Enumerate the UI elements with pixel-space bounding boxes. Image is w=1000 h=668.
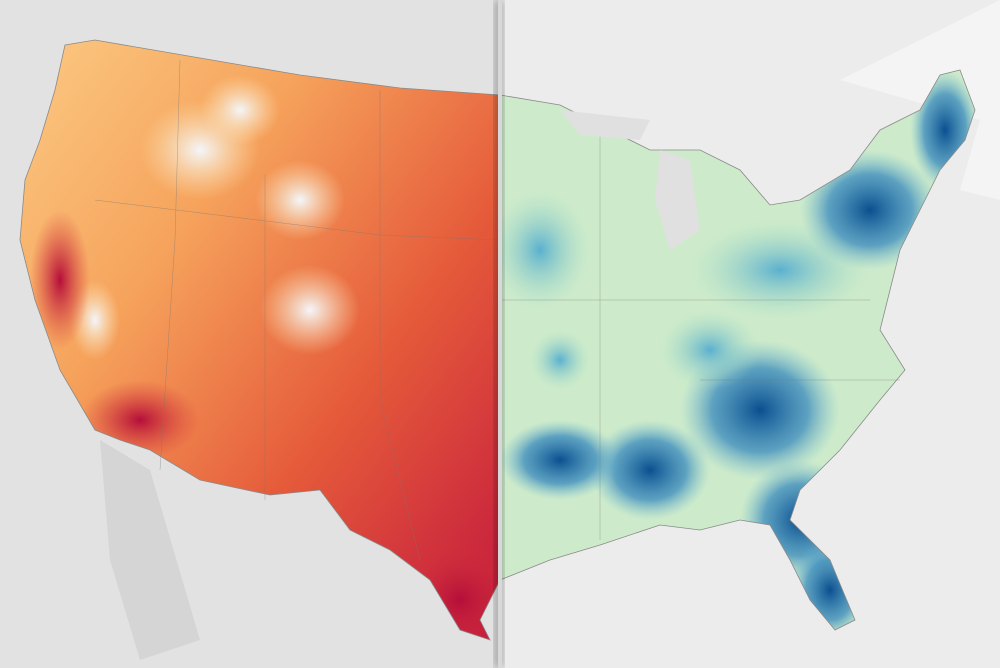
state-borders <box>94 59 900 561</box>
mexico-land <box>100 440 200 660</box>
country-outline <box>19 39 976 641</box>
canada-land <box>840 0 1000 200</box>
comparison-slider[interactable] <box>498 0 502 668</box>
lake-michigan <box>655 150 700 250</box>
lake-superior <box>560 110 650 140</box>
